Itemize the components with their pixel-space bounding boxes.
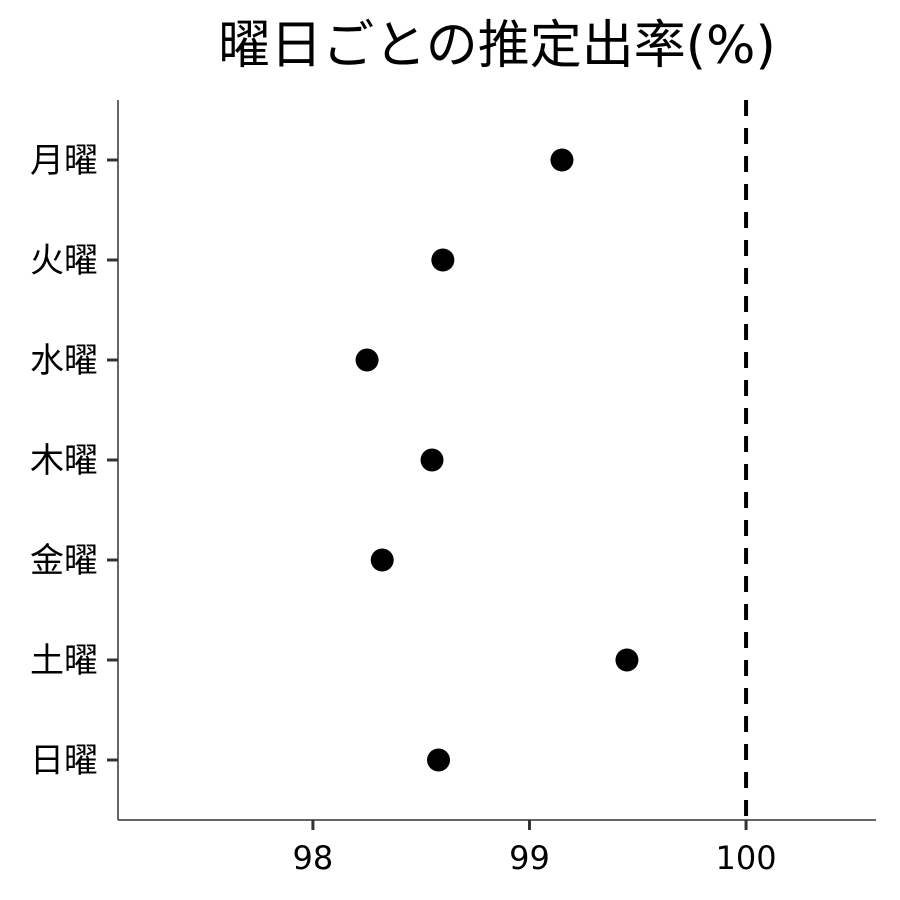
x-axis-ticks: 98 99 100 bbox=[293, 820, 777, 877]
data-point-7 bbox=[427, 748, 451, 772]
data-point-6 bbox=[615, 648, 639, 672]
x-tick-label: 99 bbox=[509, 839, 550, 877]
data-point-4 bbox=[420, 448, 444, 472]
data-point-2 bbox=[431, 248, 455, 272]
data-point-5 bbox=[370, 548, 394, 572]
data-point-3 bbox=[355, 348, 379, 372]
data-points bbox=[355, 148, 639, 772]
data-point-1 bbox=[550, 148, 574, 172]
x-tick-label: 100 bbox=[716, 839, 777, 877]
y-tick-label: 木曜 bbox=[30, 441, 98, 481]
y-tick-label: 水曜 bbox=[30, 341, 98, 381]
y-tick-label: 月曜 bbox=[30, 141, 98, 181]
y-tick-label: 日曜 bbox=[30, 741, 98, 781]
y-tick-label: 金曜 bbox=[30, 541, 98, 581]
x-tick-label: 98 bbox=[293, 839, 334, 877]
y-tick-label: 土曜 bbox=[30, 641, 98, 681]
y-tick-label: 火曜 bbox=[30, 241, 98, 281]
chart-title: 曜日ごとの推定出率(%) bbox=[218, 16, 775, 76]
